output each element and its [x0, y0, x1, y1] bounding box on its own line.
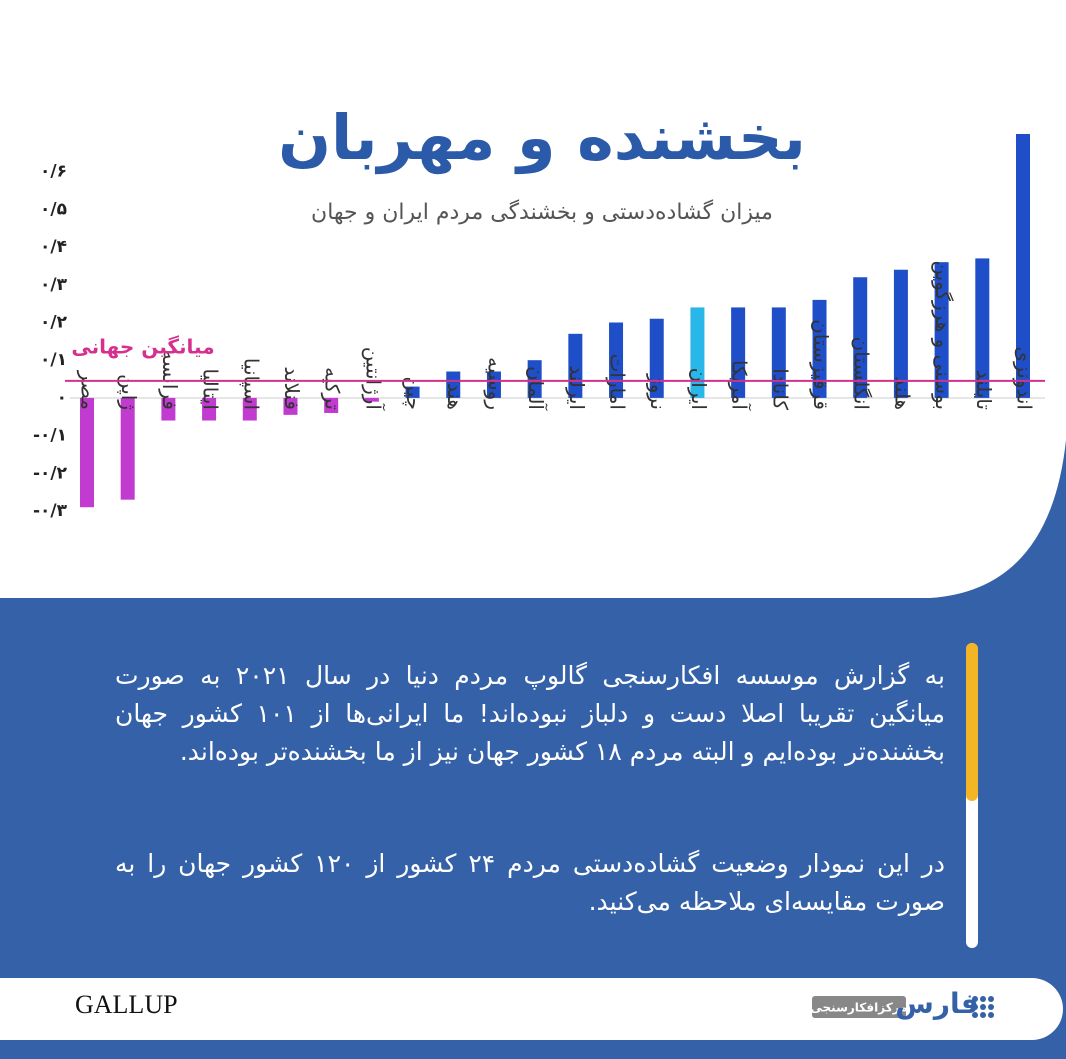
- bar: [934, 262, 949, 398]
- x-tick-label: بوسنی و هرزگوین: [931, 260, 955, 410]
- bar: [446, 371, 461, 398]
- bar: [364, 397, 379, 402]
- bar: [80, 397, 94, 508]
- x-tick-label: آلمان: [524, 366, 549, 411]
- bar: [731, 307, 746, 398]
- chart-title: بخشنده و مهربان: [278, 101, 806, 174]
- bar: [242, 397, 257, 421]
- bar: [283, 397, 298, 415]
- x-tick-label: قرقیزستان: [809, 319, 833, 410]
- bar: [527, 360, 542, 398]
- body-paragraph: در این نمودار وضعیت گشاده‌دستی مردم ۲۴ ک…: [115, 849, 945, 916]
- y-tick-label: -۰/۱: [33, 426, 67, 446]
- y-tick-label: -۰/۲: [33, 463, 68, 483]
- y-tick-label: ۰/۱: [40, 350, 67, 370]
- chart-subtitle: میزان گشاده‌دستی و بخشندگی مردم ایران و …: [311, 199, 773, 225]
- bar: [649, 318, 664, 398]
- x-tick-label: کانادا: [768, 368, 792, 410]
- bar: [893, 269, 908, 398]
- brand-badge: [812, 996, 906, 1018]
- x-tick-label: آرژانتین: [361, 347, 386, 412]
- x-tick-label: فنلاند: [280, 366, 304, 410]
- x-tick-label: چین: [402, 376, 426, 410]
- x-tick-label: آمریکا: [728, 360, 753, 411]
- x-tick-label: فرانسه: [158, 350, 182, 410]
- footer-bar: [0, 978, 1063, 1040]
- text-bar-accent: [966, 643, 978, 801]
- brand-sub: مرکزافکارسنجی: [810, 1001, 907, 1015]
- bar: [120, 397, 135, 500]
- x-tick-label: ژاپن: [116, 374, 141, 410]
- x-tick-label: ایرلند: [565, 365, 589, 410]
- y-tick-label: ۰/۵: [40, 199, 67, 219]
- y-tick-label: ۰/۳: [40, 275, 68, 295]
- bar: [609, 322, 624, 398]
- body-paragraph: به گزارش موسسه افکارسنجی گالوپ مردم دنیا…: [115, 661, 945, 766]
- bar: [405, 386, 420, 398]
- x-tick-label: تایلند: [972, 370, 996, 410]
- chart-panel: [0, 0, 1066, 598]
- bar: [486, 371, 501, 398]
- y-tick-label: -۰/۳: [33, 501, 68, 521]
- x-tick-label: ایتالیا: [199, 369, 223, 410]
- bar: [975, 258, 990, 398]
- x-tick-label: روسیه: [483, 357, 507, 410]
- x-tick-label: ترکیه: [321, 367, 345, 410]
- x-tick-label: اندونزی: [1013, 346, 1037, 410]
- bar: [853, 277, 868, 398]
- x-tick-label: مصر: [77, 370, 101, 410]
- bar: [324, 397, 339, 413]
- average-label: میانگین جهانی: [71, 335, 214, 359]
- x-tick-label: ایران: [687, 368, 711, 410]
- x-tick-label: هند: [443, 383, 467, 410]
- bar: [161, 397, 176, 421]
- bar: [1016, 134, 1030, 398]
- y-tick-label: ۰/۴: [40, 237, 67, 257]
- bar: [202, 397, 217, 421]
- x-tick-label: اسپانیا: [238, 358, 263, 410]
- bar: [812, 299, 827, 398]
- bar: [690, 307, 705, 398]
- brand: فارس: [895, 987, 979, 1020]
- source: GALLUP: [75, 990, 178, 1019]
- y-tick-label: ۰: [57, 388, 67, 408]
- bar: [771, 307, 786, 398]
- y-tick-label: ۰/۲: [40, 313, 68, 333]
- brand-icon: [972, 996, 994, 1018]
- x-tick-label: انگلستان: [850, 337, 874, 410]
- y-tick-label: ۰/۶: [40, 162, 67, 182]
- x-tick-label: نروژ: [646, 373, 670, 410]
